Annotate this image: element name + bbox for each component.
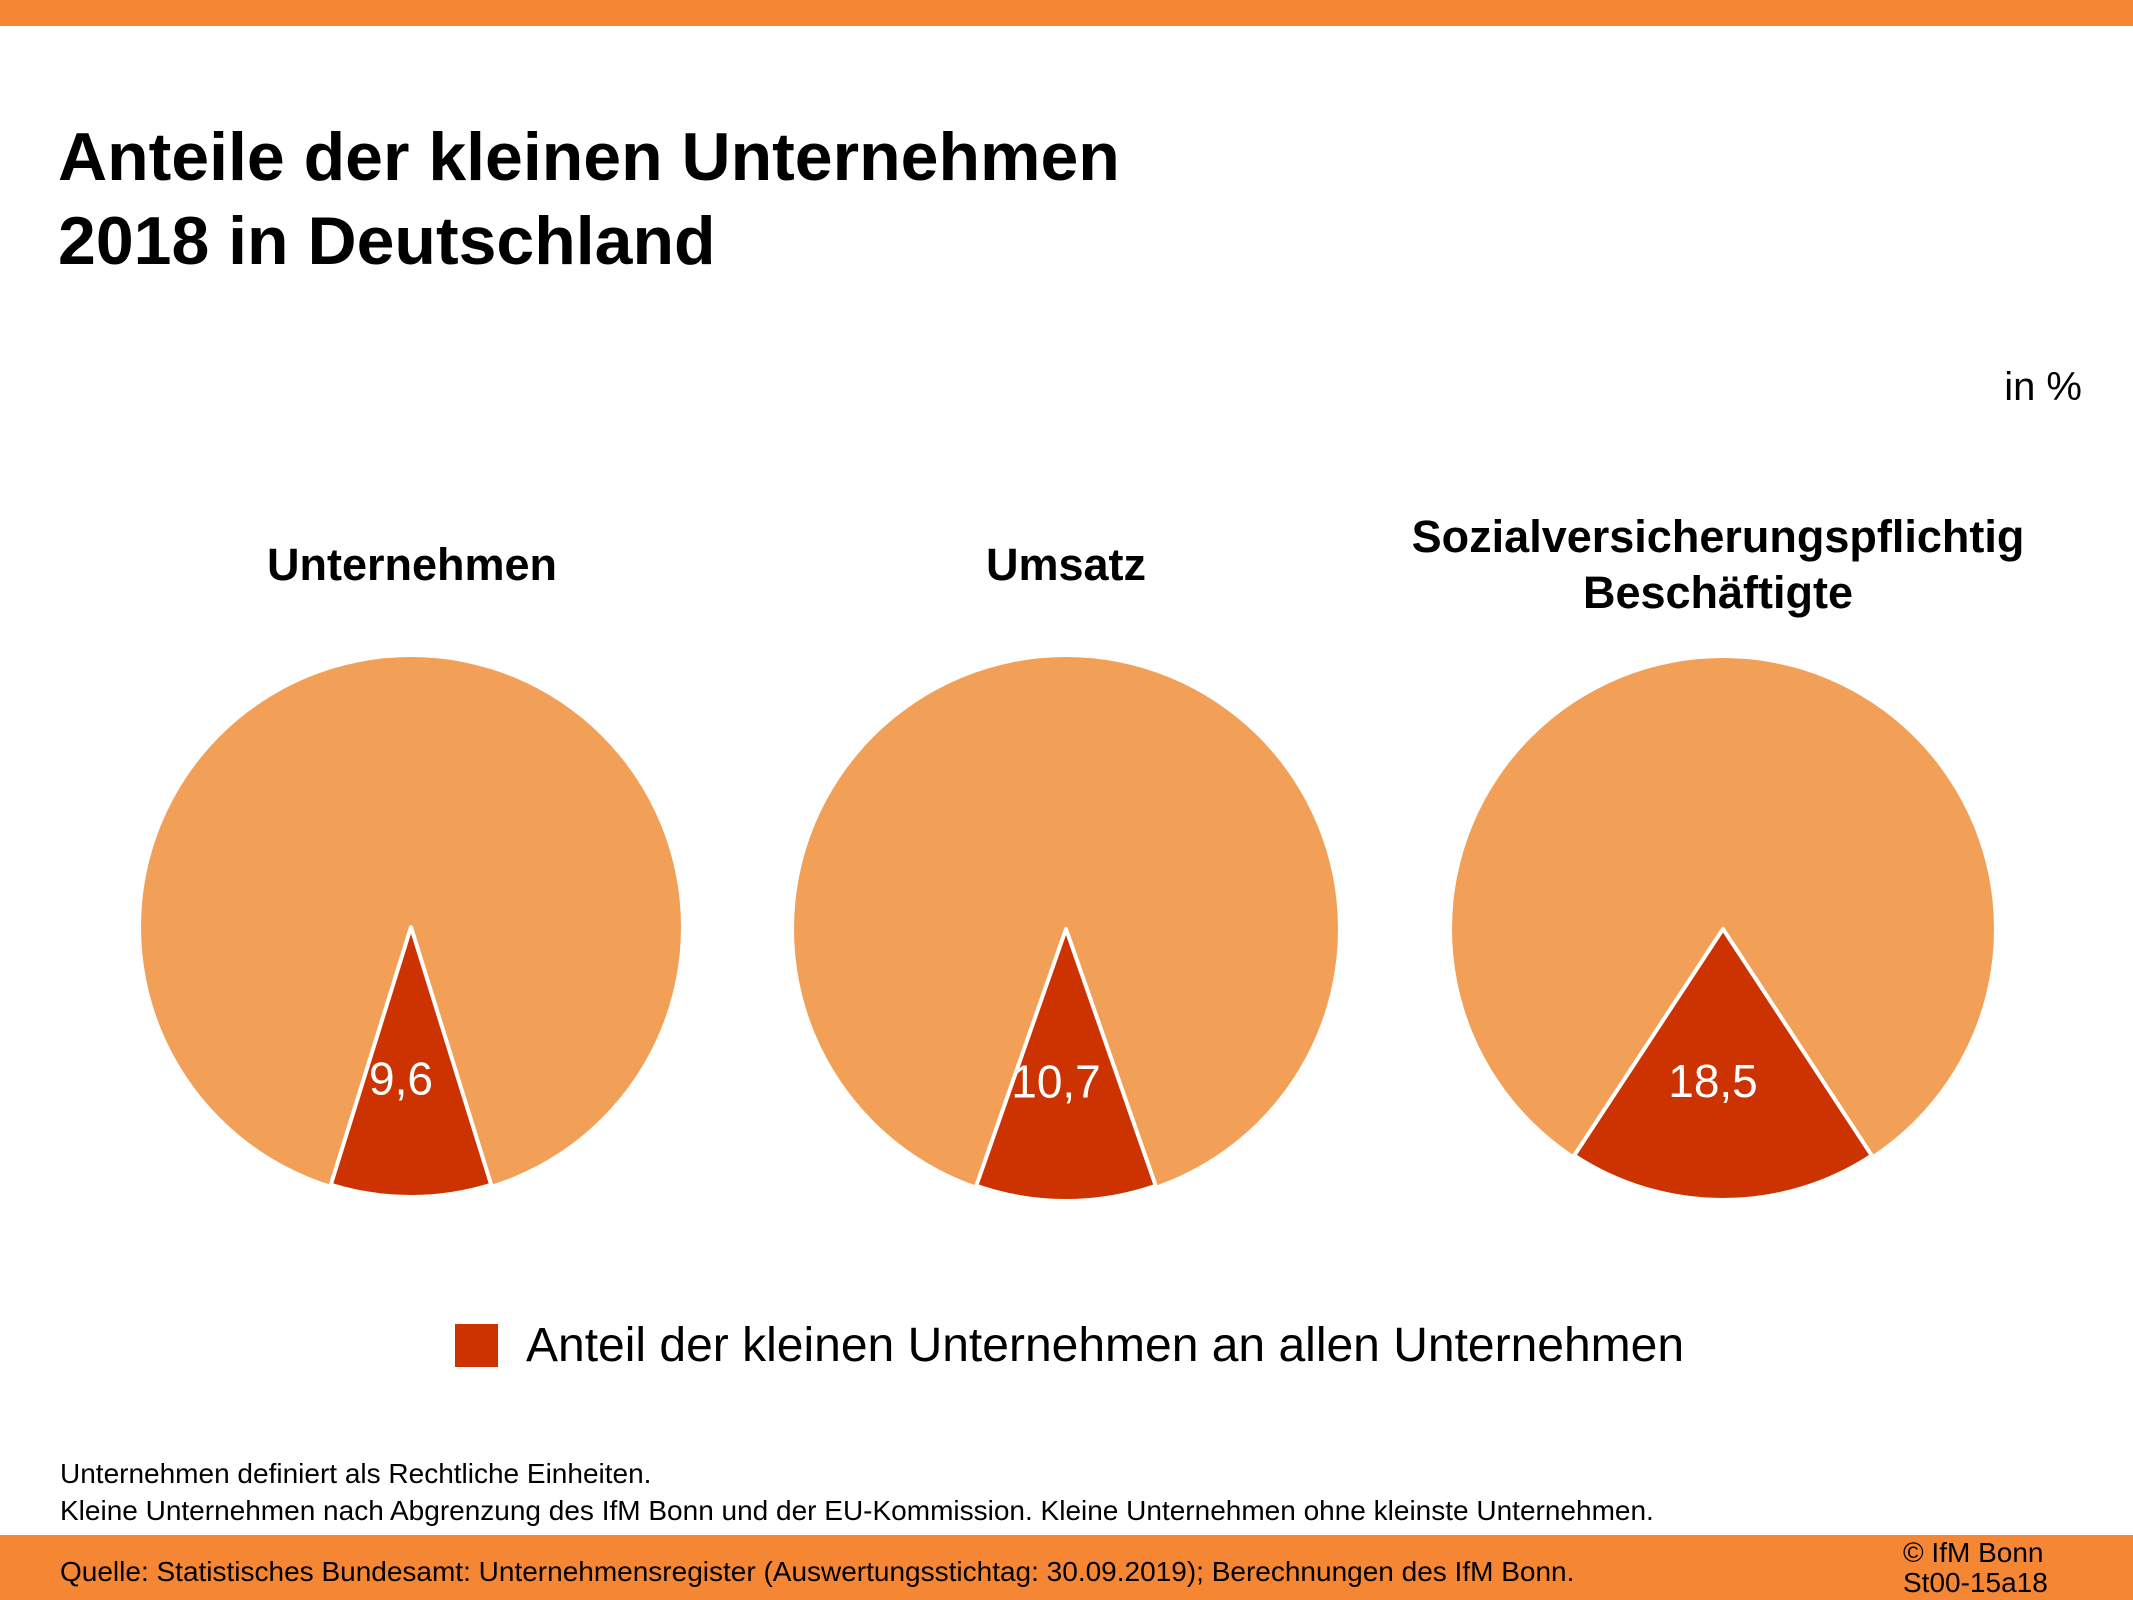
chart-title-beschaeftigte-line-1: Sozialversicherungspflichtig <box>1411 511 2025 562</box>
bottom-accent-bar <box>0 1535 2133 1600</box>
top-accent-bar <box>0 0 2133 26</box>
footnote-2: Kleine Unternehmen nach Abgrenzung des I… <box>60 1495 1654 1526</box>
pie-slice-share <box>1572 927 1874 1202</box>
pie-chart-beschaeftigte: 18,5 <box>1452 658 1994 1202</box>
unit-label: in % <box>2004 365 2082 409</box>
copyright: © IfM Bonn St00-15a18 <box>1903 1538 2048 1598</box>
pie-slice-share <box>328 925 494 1199</box>
copyright-text: © IfM Bonn <box>1903 1537 2044 1568</box>
chart-code: St00-15a18 <box>1903 1567 2048 1598</box>
footnotes: Unternehmen definiert als Rechtliche Ein… <box>60 1455 1654 1529</box>
chart-title-unternehmen: Unternehmen <box>266 539 558 590</box>
pie-data-label: 10,7 <box>1011 1056 1101 1108</box>
page-title-line-1: Anteile der kleinen Unternehmen <box>58 119 1120 195</box>
page-title: Anteile der kleinen Unternehmen 2018 in … <box>58 115 1120 283</box>
footnote-1: Unternehmen definiert als Rechtliche Ein… <box>60 1458 652 1489</box>
pie-chart-umsatz: 10,7 <box>794 657 1338 1204</box>
chart-title-beschaeftigte-line-2: Beschäftigte <box>1582 567 1854 618</box>
page-title-line-2: 2018 in Deutschland <box>58 203 716 279</box>
legend-label: Anteil der kleinen Unternehmen an allen … <box>526 1319 1685 1372</box>
chart-title-beschaeftigte: Sozialversicherungspflichtig Beschäftigt… <box>1338 509 2098 621</box>
pie-chart-unternehmen: 9,6 <box>141 657 681 1199</box>
pie-data-label: 18,5 <box>1668 1055 1758 1107</box>
chart-title-umsatz: Umsatz <box>985 539 1147 590</box>
pie-data-label: 9,6 <box>369 1052 433 1104</box>
pie-slice-share <box>974 927 1158 1204</box>
pie-charts: 9,6 10,7 18,5 <box>141 657 1994 1204</box>
legend: Anteil der kleinen Unternehmen an allen … <box>455 1318 1684 1373</box>
source-note: Quelle: Statistisches Bundesamt: Unterne… <box>60 1556 1575 1587</box>
legend-swatch <box>455 1324 498 1367</box>
